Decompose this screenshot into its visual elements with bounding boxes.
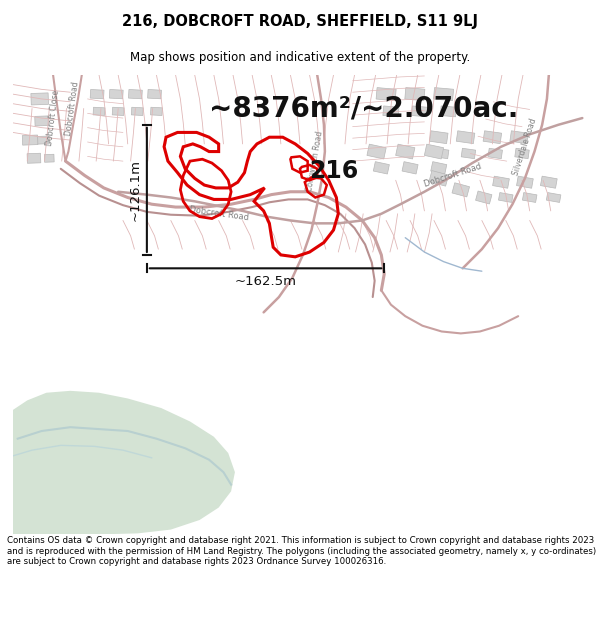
Bar (373, 162, 389, 174)
Bar (523, 192, 537, 202)
Bar (431, 162, 447, 174)
Bar (22, 135, 38, 145)
Bar (402, 162, 418, 174)
Text: 216, DOBCROFT ROAD, SHEFFIELD, S11 9LJ: 216, DOBCROFT ROAD, SHEFFIELD, S11 9LJ (122, 14, 478, 29)
Bar (434, 88, 454, 101)
Text: Contains OS data © Crown copyright and database right 2021. This information is : Contains OS data © Crown copyright and d… (7, 536, 596, 566)
Bar (412, 106, 428, 117)
Bar (31, 93, 49, 105)
Bar (131, 107, 143, 116)
Bar (499, 192, 513, 202)
Text: Dobcroft Road: Dobcroft Road (188, 205, 249, 222)
Bar (476, 191, 492, 204)
Bar (429, 171, 449, 186)
Bar (112, 107, 124, 116)
Text: ~162.5m: ~162.5m (235, 275, 296, 288)
Bar (440, 106, 457, 117)
Bar (424, 144, 443, 159)
Bar (151, 107, 163, 116)
Bar (148, 89, 161, 99)
Bar (493, 176, 509, 188)
Bar (367, 144, 386, 159)
Text: Dobcroft Road: Dobcroft Road (423, 162, 483, 189)
Bar (35, 116, 49, 126)
Bar (547, 192, 561, 202)
Text: Corkworth Road: Corkworth Road (305, 130, 325, 192)
Bar (434, 148, 449, 159)
Text: ~126.1m: ~126.1m (129, 159, 142, 221)
Bar (395, 144, 415, 159)
Text: 216: 216 (309, 159, 358, 182)
Bar (461, 148, 476, 159)
Text: Dobcroft Road: Dobcroft Road (64, 81, 80, 136)
Bar (405, 88, 425, 101)
Bar (93, 107, 105, 116)
Bar (38, 136, 49, 144)
Bar (430, 131, 448, 144)
Bar (483, 131, 502, 144)
Bar (376, 88, 396, 101)
Bar (90, 89, 104, 99)
Bar (27, 153, 41, 163)
Bar (383, 106, 399, 117)
Bar (515, 148, 529, 159)
Bar (128, 89, 142, 99)
Text: Dobcroft Close: Dobcroft Close (45, 89, 61, 146)
Bar (457, 131, 475, 144)
Bar (109, 89, 123, 99)
Bar (517, 176, 533, 188)
Polygon shape (13, 391, 235, 534)
Bar (488, 148, 502, 159)
Bar (452, 182, 470, 197)
Text: Map shows position and indicative extent of the property.: Map shows position and indicative extent… (130, 51, 470, 64)
Bar (541, 176, 557, 188)
Bar (44, 154, 54, 162)
Text: Silverdale Road: Silverdale Road (511, 117, 538, 176)
Text: ~8376m²/~2.070ac.: ~8376m²/~2.070ac. (209, 94, 518, 122)
Bar (510, 131, 529, 144)
